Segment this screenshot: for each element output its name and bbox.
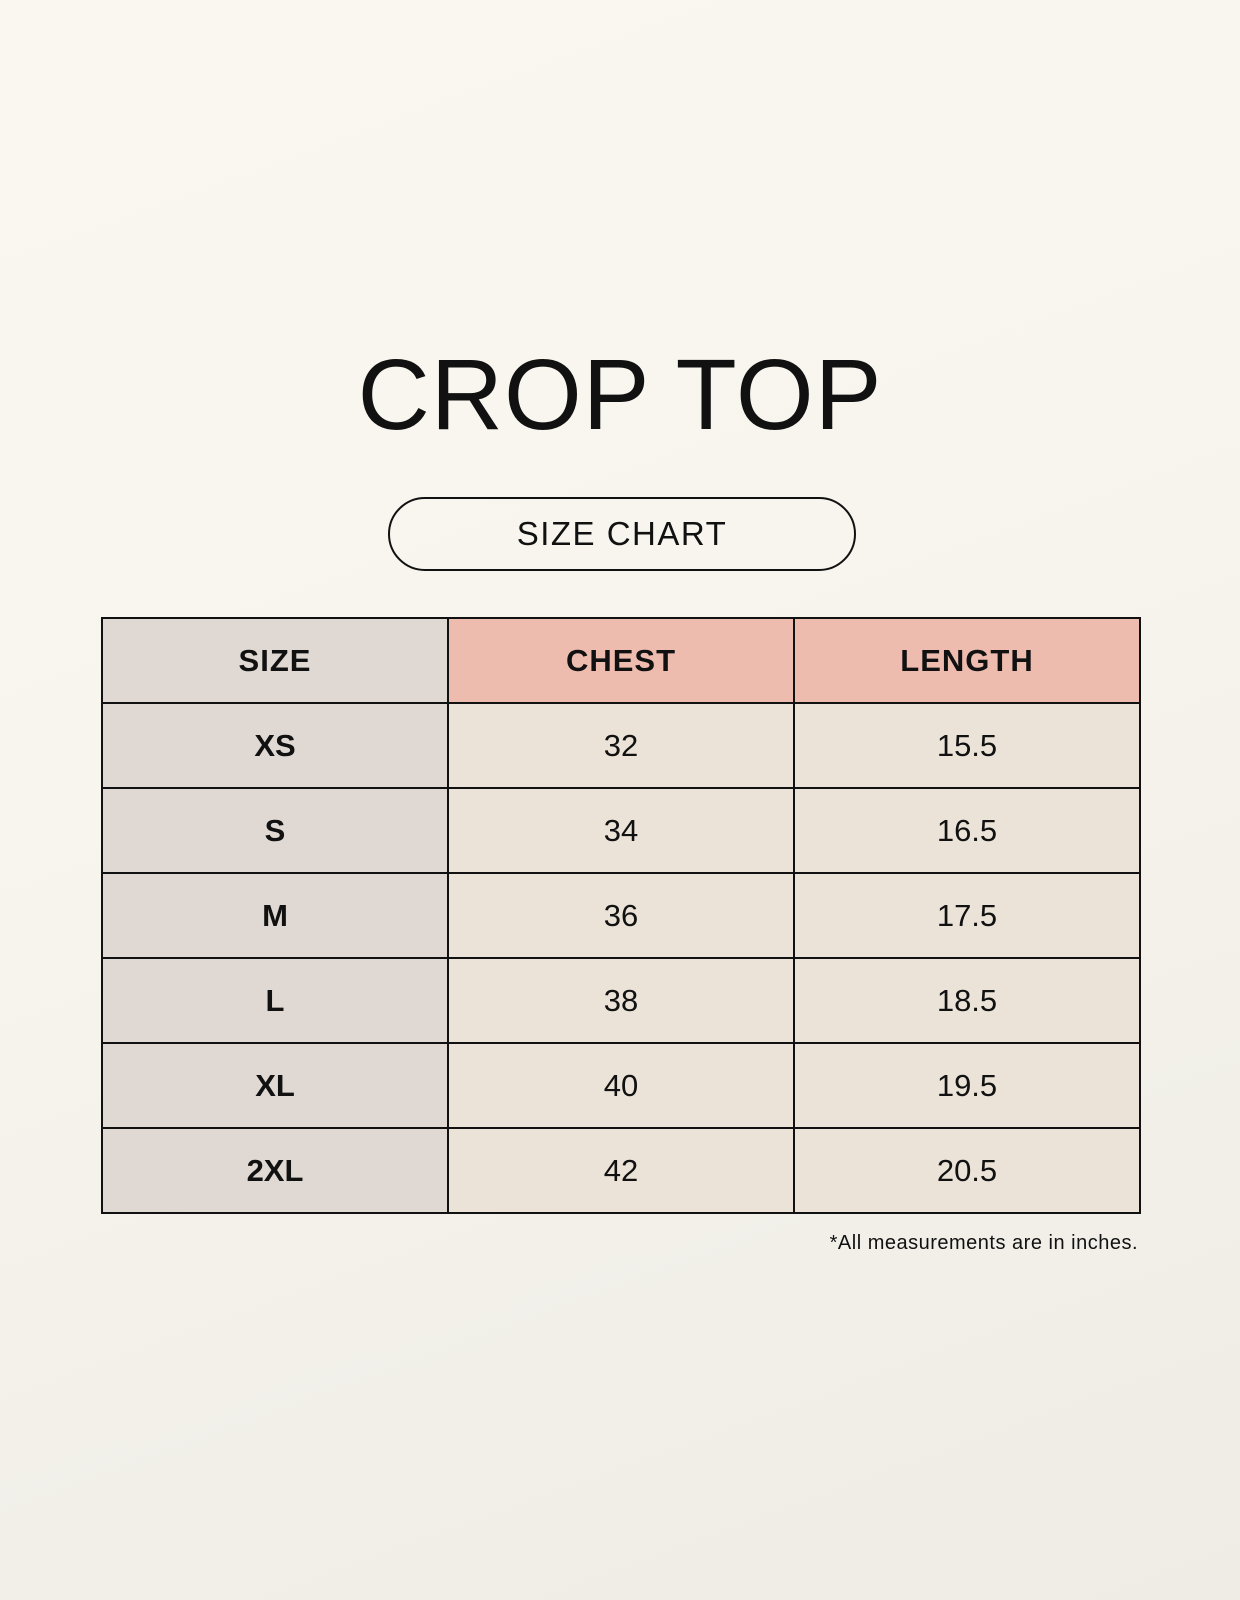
length-cell: 15.5 (793, 702, 1141, 789)
header-size: SIZE (101, 617, 449, 704)
length-cell: 16.5 (793, 787, 1141, 874)
table-row: 2XL 42 20.5 (101, 1127, 1141, 1214)
measurement-note: *All measurements are in inches. (829, 1232, 1138, 1254)
page-title: CROP TOP (357, 339, 883, 451)
size-cell: XS (101, 702, 449, 789)
length-cell: 18.5 (793, 957, 1141, 1044)
table-row: S 34 16.5 (101, 787, 1141, 874)
chest-cell: 38 (447, 957, 795, 1044)
size-cell: S (101, 787, 449, 874)
length-cell: 17.5 (793, 872, 1141, 959)
size-cell: L (101, 957, 449, 1044)
chest-cell: 32 (447, 702, 795, 789)
table-row: M 36 17.5 (101, 872, 1141, 959)
length-cell: 19.5 (793, 1042, 1141, 1129)
length-cell: 20.5 (793, 1127, 1141, 1214)
chest-cell: 40 (447, 1042, 795, 1129)
chest-cell: 34 (447, 787, 795, 874)
header-chest: CHEST (447, 617, 795, 704)
table-row: L 38 18.5 (101, 957, 1141, 1044)
header-length: LENGTH (793, 617, 1141, 704)
table-row: XL 40 19.5 (101, 1042, 1141, 1129)
chest-cell: 36 (447, 872, 795, 959)
size-chart-badge: SIZE CHART (388, 497, 856, 571)
size-cell: 2XL (101, 1127, 449, 1214)
chest-cell: 42 (447, 1127, 795, 1214)
size-cell: XL (101, 1042, 449, 1129)
size-cell: M (101, 872, 449, 959)
table-row: XS 32 15.5 (101, 702, 1141, 789)
size-chart-table: SIZE CHEST LENGTH XS 32 15.5 S 34 16.5 M 36 17.5… (101, 617, 1141, 1214)
header-row: SIZE CHEST LENGTH (101, 617, 1141, 704)
